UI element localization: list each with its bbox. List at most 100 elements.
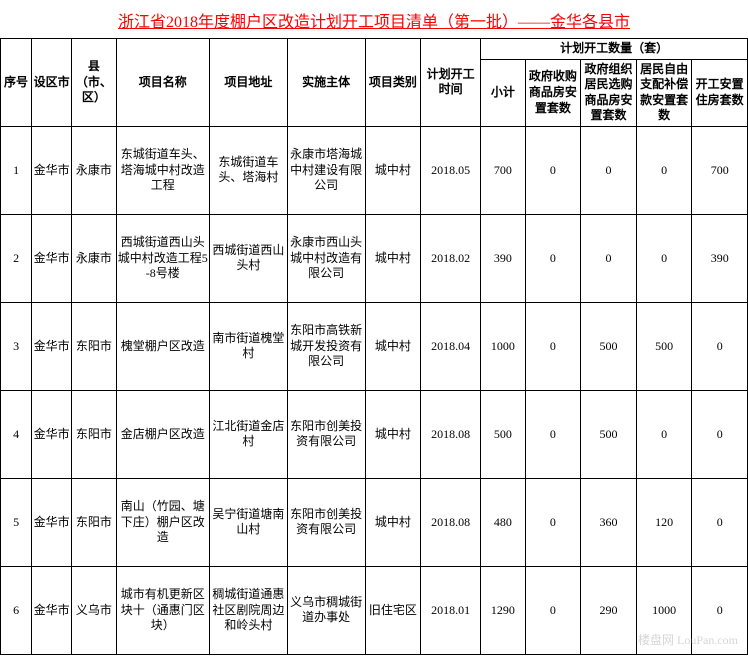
cell-n1: 0 [525, 478, 581, 566]
cell-subtotal: 500 [481, 390, 525, 478]
col-county: 县（市、区） [72, 39, 116, 127]
cell-time: 2018.01 [421, 566, 481, 654]
cell-n1: 0 [525, 566, 581, 654]
cell-seq: 3 [1, 302, 32, 390]
cell-n4: 700 [692, 126, 748, 214]
cell-n2: 500 [581, 302, 637, 390]
cell-n3: 0 [636, 390, 692, 478]
cell-city: 金华市 [32, 302, 72, 390]
cell-seq: 2 [1, 214, 32, 302]
cell-addr: 江北街道金店村 [209, 390, 287, 478]
cell-name: 西城街道西山头城中村改造工程5-8号楼 [116, 214, 209, 302]
cell-subtotal: 1000 [481, 302, 525, 390]
cell-time: 2018.02 [421, 214, 481, 302]
cell-name: 槐堂棚户区改造 [116, 302, 209, 390]
cell-city: 金华市 [32, 390, 72, 478]
col-project-type: 项目类别 [365, 39, 421, 127]
cell-county: 东阳市 [72, 390, 116, 478]
cell-n1: 0 [525, 390, 581, 478]
cell-n4: 0 [692, 566, 748, 654]
cell-city: 金华市 [32, 126, 72, 214]
cell-city: 金华市 [32, 566, 72, 654]
cell-n2: 290 [581, 566, 637, 654]
cell-county: 永康市 [72, 214, 116, 302]
cell-n3: 120 [636, 478, 692, 566]
cell-addr: 东城街道车头、塔海村 [209, 126, 287, 214]
cell-seq: 1 [1, 126, 32, 214]
col-plan-time: 计划开工时间 [421, 39, 481, 127]
col-subtotal: 小计 [481, 59, 525, 126]
cell-impl: 东阳市高铁新城开发投资有限公司 [287, 302, 365, 390]
cell-time: 2018.08 [421, 478, 481, 566]
table-row: 1金华市永康市东城街道车头、塔海城中村改造工程东城街道车头、塔海村永康市塔海城中… [1, 126, 748, 214]
cell-n1: 0 [525, 126, 581, 214]
cell-seq: 6 [1, 566, 32, 654]
cell-name: 南山（竹园、塘下庄）棚户区改造 [116, 478, 209, 566]
col-n2: 政府组织居民选购商品房安置套数 [581, 59, 637, 126]
cell-n3: 0 [636, 126, 692, 214]
cell-n4: 0 [692, 390, 748, 478]
cell-subtotal: 480 [481, 478, 525, 566]
cell-n1: 0 [525, 302, 581, 390]
col-n3: 居民自由支配补偿款安置套数 [636, 59, 692, 126]
cell-impl: 永康市塔海城中村建设有限公司 [287, 126, 365, 214]
cell-type: 城中村 [365, 478, 421, 566]
cell-time: 2018.05 [421, 126, 481, 214]
table-body: 1金华市永康市东城街道车头、塔海城中村改造工程东城街道车头、塔海村永康市塔海城中… [1, 126, 748, 654]
cell-impl: 永康市西山头城中村改造有限公司 [287, 214, 365, 302]
cell-impl: 东阳市创美投资有限公司 [287, 478, 365, 566]
cell-type: 城中村 [365, 302, 421, 390]
cell-n2: 0 [581, 214, 637, 302]
cell-addr: 吴宁街道塘南山村 [209, 478, 287, 566]
table-row: 5金华市东阳市南山（竹园、塘下庄）棚户区改造吴宁街道塘南山村东阳市创美投资有限公… [1, 478, 748, 566]
table-row: 3金华市东阳市槐堂棚户区改造南市街道槐堂村东阳市高铁新城开发投资有限公司城中村2… [1, 302, 748, 390]
cell-n4: 0 [692, 478, 748, 566]
table-row: 6金华市义乌市城市有机更新区块十（通惠门区块）稠城街道通惠社区剧院周边和岭头村义… [1, 566, 748, 654]
cell-n3: 1000 [636, 566, 692, 654]
cell-city: 金华市 [32, 214, 72, 302]
col-n1: 政府收购商品房安置套数 [525, 59, 581, 126]
cell-seq: 4 [1, 390, 32, 478]
page-title: 浙江省2018年度棚户区改造计划开工项目清单（第一批）——金华各县市 [0, 0, 748, 38]
cell-n2: 0 [581, 126, 637, 214]
cell-n4: 0 [692, 302, 748, 390]
cell-county: 东阳市 [72, 302, 116, 390]
cell-name: 城市有机更新区块十（通惠门区块） [116, 566, 209, 654]
cell-name: 东城街道车头、塔海城中村改造工程 [116, 126, 209, 214]
cell-type: 城中村 [365, 390, 421, 478]
col-implementer: 实施主体 [287, 39, 365, 127]
col-project-name: 项目名称 [116, 39, 209, 127]
cell-subtotal: 1290 [481, 566, 525, 654]
col-city: 设区市 [32, 39, 72, 127]
cell-name: 金店棚户区改造 [116, 390, 209, 478]
cell-addr: 稠城街道通惠社区剧院周边和岭头村 [209, 566, 287, 654]
data-table: 序号 设区市 县（市、区） 项目名称 项目地址 实施主体 项目类别 计划开工时间… [0, 38, 748, 655]
cell-type: 城中村 [365, 126, 421, 214]
cell-subtotal: 390 [481, 214, 525, 302]
col-project-addr: 项目地址 [209, 39, 287, 127]
cell-n3: 500 [636, 302, 692, 390]
cell-county: 东阳市 [72, 478, 116, 566]
table-row: 2金华市永康市西城街道西山头城中村改造工程5-8号楼西城街道西山头村永康市西山头… [1, 214, 748, 302]
cell-city: 金华市 [32, 478, 72, 566]
table-header: 序号 设区市 县（市、区） 项目名称 项目地址 实施主体 项目类别 计划开工时间… [1, 39, 748, 127]
cell-impl: 义乌市稠城街道办事处 [287, 566, 365, 654]
col-n4: 开工安置住房套数 [692, 59, 748, 126]
cell-impl: 东阳市创美投资有限公司 [287, 390, 365, 478]
col-plan-count-group: 计划开工数量（套） [481, 39, 748, 60]
cell-time: 2018.08 [421, 390, 481, 478]
table-row: 4金华市东阳市金店棚户区改造江北街道金店村东阳市创美投资有限公司城中村2018.… [1, 390, 748, 478]
cell-n2: 500 [581, 390, 637, 478]
col-seq: 序号 [1, 39, 32, 127]
cell-n4: 390 [692, 214, 748, 302]
cell-type: 旧住宅区 [365, 566, 421, 654]
cell-county: 义乌市 [72, 566, 116, 654]
cell-subtotal: 700 [481, 126, 525, 214]
cell-n2: 360 [581, 478, 637, 566]
cell-addr: 西城街道西山头村 [209, 214, 287, 302]
cell-addr: 南市街道槐堂村 [209, 302, 287, 390]
cell-seq: 5 [1, 478, 32, 566]
cell-county: 永康市 [72, 126, 116, 214]
cell-time: 2018.04 [421, 302, 481, 390]
cell-type: 城中村 [365, 214, 421, 302]
